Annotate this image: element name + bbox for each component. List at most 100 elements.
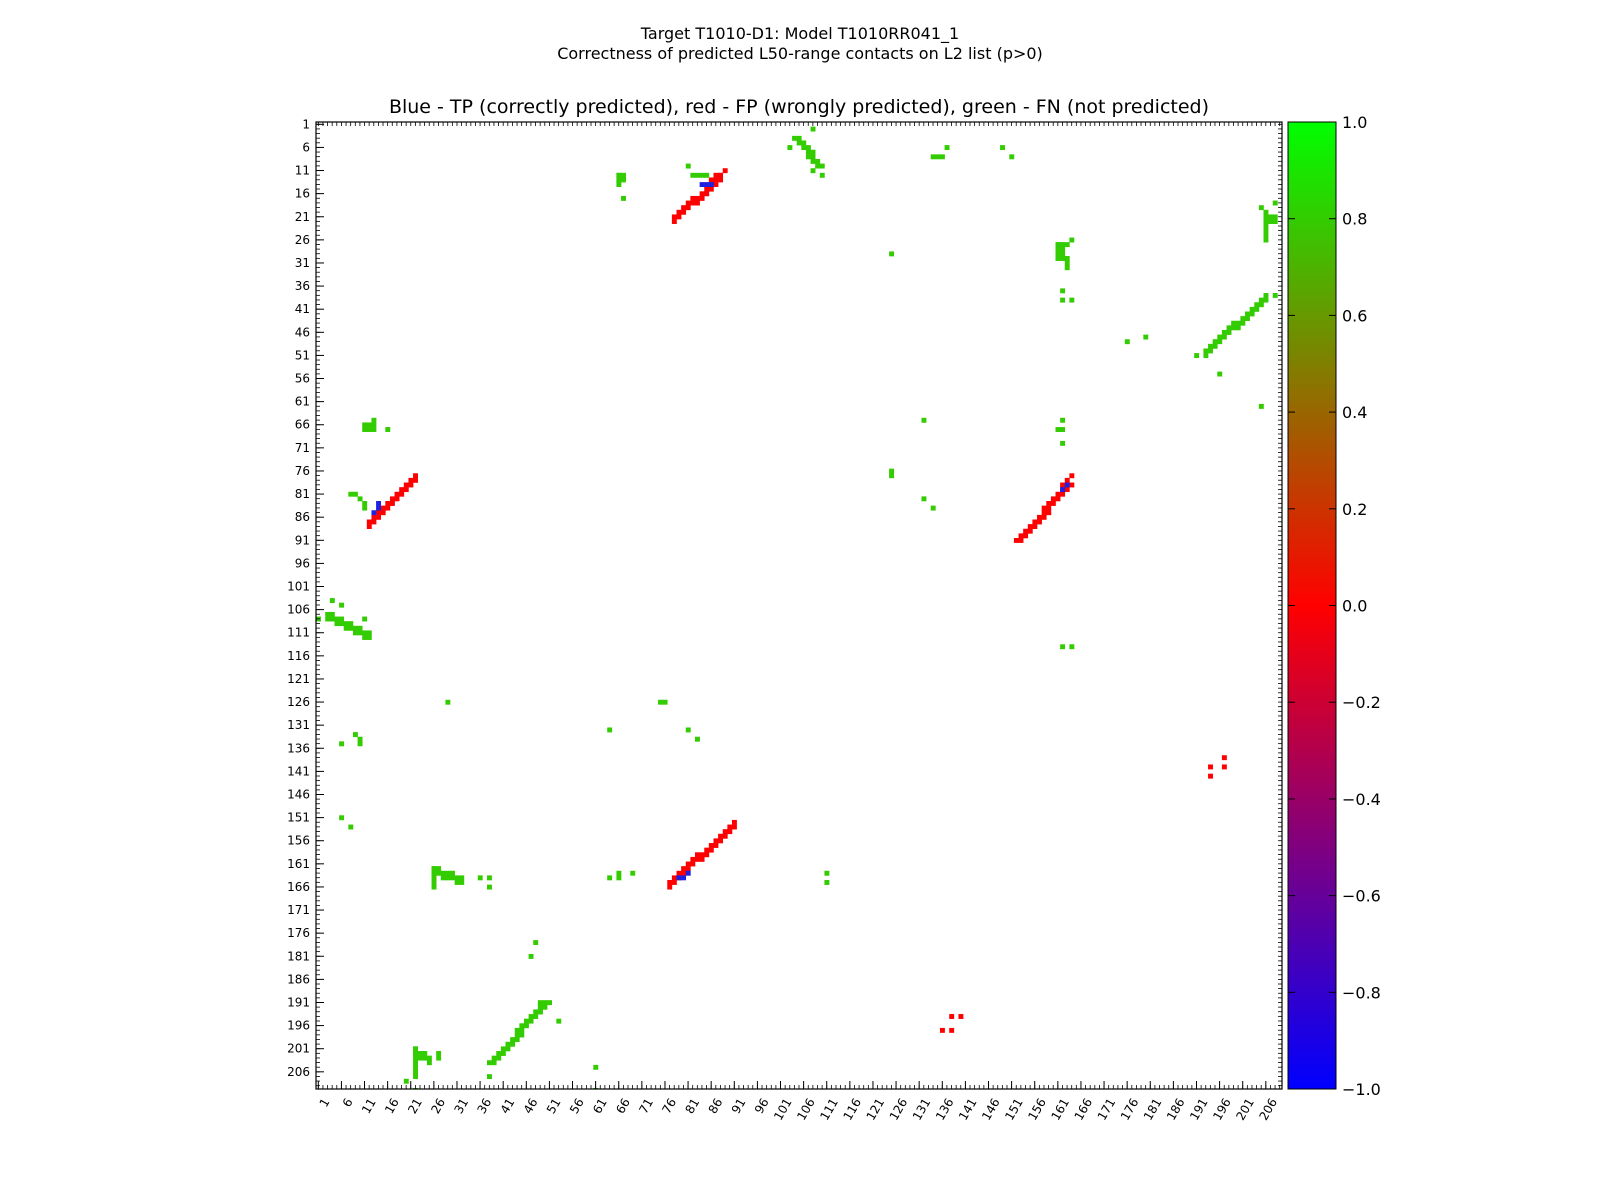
contact-cell-fp xyxy=(958,1014,964,1019)
contact-cell-fn xyxy=(616,875,622,881)
contact-cell-fp xyxy=(690,200,696,206)
contact-cell-fn xyxy=(930,154,936,160)
contact-cell-fp xyxy=(949,1027,955,1033)
y-tick-label: 131 xyxy=(287,718,310,732)
contact-cell-fn xyxy=(1060,288,1066,294)
contact-cell-fp xyxy=(704,191,710,197)
x-tick-label: 51 xyxy=(544,1096,564,1116)
contact-cell-fn xyxy=(607,875,613,881)
contact-cell-fp xyxy=(371,519,377,525)
contact-cell-fn xyxy=(348,491,354,497)
contact-cell-fn xyxy=(1069,297,1075,303)
contact-cell-fp xyxy=(1064,487,1070,493)
contact-cell-fn xyxy=(357,625,363,631)
contact-cell-fn xyxy=(339,621,345,627)
contact-cell-fp xyxy=(1046,501,1052,506)
contact-cell-fp xyxy=(695,852,700,858)
contact-cell-fn xyxy=(357,630,363,636)
contact-cell-fp xyxy=(1032,524,1038,530)
contact-cell-fn xyxy=(477,875,483,881)
colorbar-tick-label: −1.0 xyxy=(1342,1080,1381,1099)
contact-cell-fp xyxy=(1041,505,1047,511)
contact-cell-fn xyxy=(1208,348,1213,354)
x-tick-label: 171 xyxy=(1095,1096,1119,1123)
contact-cell-fp xyxy=(1032,519,1038,525)
contact-cell-fn xyxy=(1235,325,1241,331)
contact-cell-fp xyxy=(713,172,719,178)
x-tick-label: 126 xyxy=(887,1096,911,1123)
y-tick-label: 66 xyxy=(295,418,310,432)
contact-cell-fn xyxy=(1064,242,1070,248)
contact-cell-fn xyxy=(1240,316,1246,322)
x-tick-label: 41 xyxy=(498,1096,518,1116)
contact-cell-fn xyxy=(436,1055,442,1061)
contact-cell-fn xyxy=(1268,219,1274,224)
contact-cell-fn xyxy=(500,1046,506,1052)
contact-cell-fn xyxy=(792,135,797,141)
contact-cell-fp xyxy=(731,819,737,825)
contact-cell-fn xyxy=(366,630,372,636)
contact-cell-fn xyxy=(796,140,802,146)
x-tick-label: 106 xyxy=(794,1096,818,1123)
contact-cell-fp xyxy=(690,861,696,867)
contact-cell-fn xyxy=(699,172,705,178)
y-tick-label: 76 xyxy=(295,464,310,478)
contact-cell-fp xyxy=(681,870,687,876)
y-tick-label: 141 xyxy=(287,764,310,778)
contact-cell-fn xyxy=(329,598,335,603)
contact-cell-fp xyxy=(399,491,405,497)
contact-cell-fp xyxy=(1208,773,1213,779)
x-tick-label: 141 xyxy=(956,1096,980,1123)
contact-cell-fn xyxy=(621,195,626,201)
contact-cell-fn xyxy=(1060,440,1066,446)
contact-cell-fn xyxy=(1235,320,1241,326)
contact-cell-fn xyxy=(1272,214,1278,220)
x-tick-label: 201 xyxy=(1233,1096,1257,1123)
contact-cell-fn xyxy=(1060,417,1066,423)
contact-cell-fn xyxy=(413,1055,418,1061)
contact-cell-fn xyxy=(454,875,460,881)
contact-cell-fn xyxy=(1231,325,1237,331)
contact-cell-fn xyxy=(1221,329,1227,335)
contact-cell-fn xyxy=(514,1032,520,1038)
contact-cell-fp xyxy=(1055,491,1061,497)
contact-cell-fn xyxy=(1203,353,1209,359)
contact-cell-fn xyxy=(533,940,539,946)
x-tick-label: 11 xyxy=(359,1096,379,1116)
contact-cell-fn xyxy=(723,1093,728,1098)
contact-cell-fn xyxy=(329,611,335,617)
contact-cell-fn xyxy=(1249,311,1255,317)
contact-cell-fn xyxy=(523,1023,529,1029)
contact-cell-tp xyxy=(1060,487,1066,493)
contact-cell-fp xyxy=(713,182,719,188)
x-tick-label: 86 xyxy=(706,1096,726,1116)
contact-cell-fn xyxy=(1263,209,1269,215)
contact-cell-fp xyxy=(385,501,391,506)
y-tick-label: 111 xyxy=(287,626,310,640)
contact-cell-fn xyxy=(1217,334,1223,340)
contact-cell-fn xyxy=(496,1055,502,1061)
contact-cell-fn xyxy=(1226,329,1232,335)
contact-cell-fn xyxy=(487,1074,492,1080)
y-tick-label: 186 xyxy=(287,972,310,986)
contact-cell-fn xyxy=(1258,302,1264,308)
contact-cell-fn xyxy=(510,1041,516,1047)
contact-cell-fp xyxy=(713,177,719,183)
contact-cell-fn xyxy=(1226,325,1232,331)
x-tick-label: 181 xyxy=(1141,1096,1165,1123)
contact-cell-fn xyxy=(810,158,816,164)
contact-cell-fn xyxy=(556,1018,562,1024)
contact-cell-tp xyxy=(681,875,687,881)
contact-cell-fn xyxy=(343,625,349,631)
contact-cell-fn xyxy=(1268,214,1274,220)
contact-cell-fp xyxy=(722,168,728,174)
contact-cell-fn xyxy=(362,616,368,622)
colorbar-ticks: −1.0 −0.8 −0.6 −0.4 −0.2 0.0 0.2 0.4 0.6 0.8 1.0 xyxy=(1288,113,1381,1099)
contact-cell-fn xyxy=(1263,214,1269,220)
contact-cell-fn xyxy=(339,616,345,622)
contact-cell-fp xyxy=(690,856,696,862)
contact-cell-fp xyxy=(699,856,705,862)
contact-cell-fn xyxy=(519,1032,525,1038)
contact-cell-fn xyxy=(426,1055,432,1061)
contact-cell-fn xyxy=(801,145,807,151)
